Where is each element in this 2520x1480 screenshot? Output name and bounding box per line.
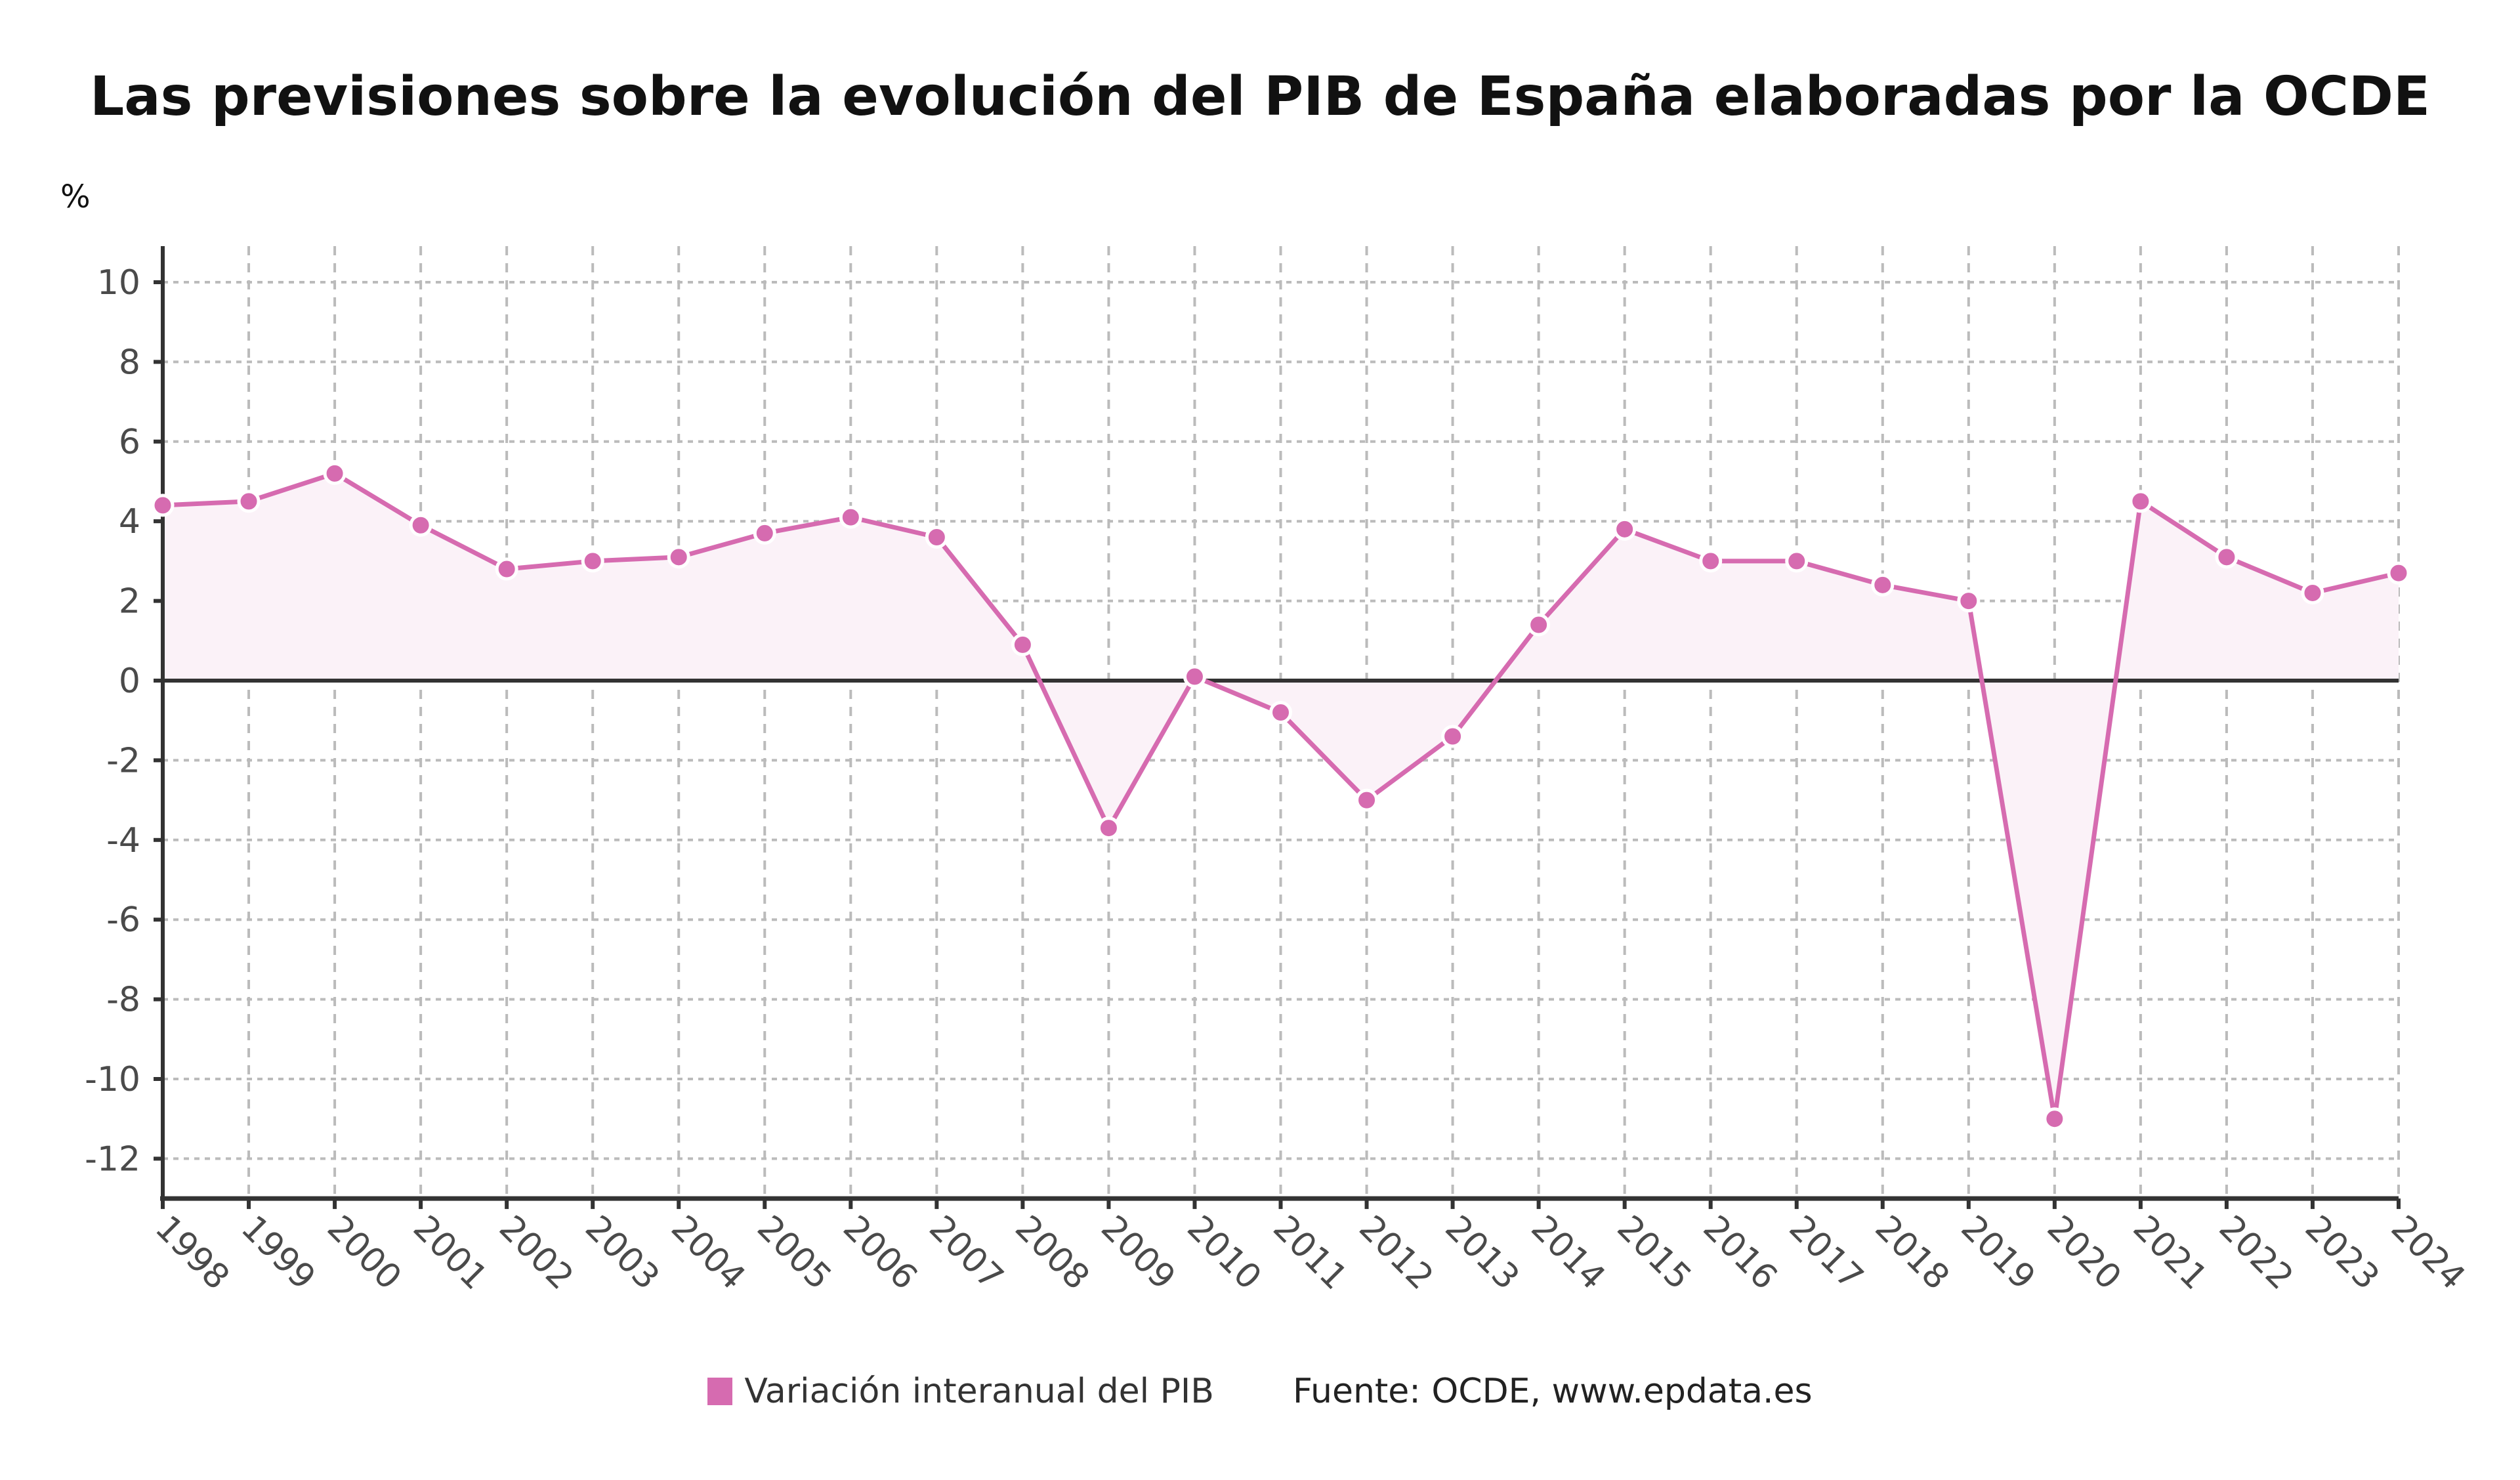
y-tick-label: -2 — [106, 741, 140, 780]
data-point — [1097, 816, 1120, 840]
y-tick-label: 2 — [119, 582, 140, 622]
x-tick-label: 2008 — [1007, 1208, 1097, 1298]
data-point — [151, 494, 175, 517]
x-tick-label: 2016 — [1696, 1208, 1785, 1298]
data-point — [925, 525, 948, 549]
x-tick-label: 2018 — [1868, 1208, 1957, 1298]
data-point — [1355, 788, 1379, 812]
y-tick-label: 6 — [119, 423, 140, 462]
data-point — [2129, 490, 2152, 513]
data-point — [1011, 633, 1034, 656]
data-point — [323, 461, 346, 485]
x-tick-label: 2000 — [320, 1208, 409, 1298]
data-point — [1957, 589, 1981, 613]
x-tick-label: 2021 — [2126, 1208, 2215, 1298]
y-tick-label: 0 — [119, 662, 140, 701]
y-tick-label: -12 — [85, 1139, 140, 1179]
data-point — [1441, 725, 1465, 748]
data-point — [1527, 613, 1551, 637]
chart-title: Las previsiones sobre la evolución del P… — [90, 66, 2430, 128]
legend-label: Variación interanual del PIB — [744, 1372, 1214, 1411]
x-tick-label: 2010 — [1179, 1208, 1269, 1298]
x-tick-label: 2024 — [2384, 1208, 2473, 1298]
x-tick-label: 2012 — [1351, 1208, 1440, 1298]
data-point — [2387, 561, 2410, 585]
source-note: Fuente: OCDE, www.epdata.es — [1292, 1372, 1813, 1411]
x-tick-label: 2019 — [1954, 1208, 2043, 1298]
x-tick-label: 2020 — [2040, 1208, 2129, 1298]
data-point — [2215, 545, 2238, 569]
data-point — [667, 545, 690, 569]
x-tick-label: 2002 — [492, 1208, 581, 1298]
data-point — [1183, 665, 1206, 688]
data-point — [581, 549, 604, 573]
x-tick-label: 2015 — [1609, 1208, 1698, 1298]
x-tick-label: 2011 — [1265, 1208, 1354, 1298]
x-tick-label: 2004 — [663, 1208, 753, 1298]
data-point — [1785, 549, 1809, 573]
data-point — [2301, 581, 2324, 604]
data-point — [495, 557, 518, 581]
data-point — [2043, 1107, 2067, 1131]
x-tick-labels: 1998199920002001200220032004200520062007… — [148, 1208, 2473, 1298]
data-point — [839, 505, 862, 529]
x-tick-label: 2003 — [578, 1208, 667, 1298]
y-tick-label: -6 — [106, 900, 140, 940]
data-point — [753, 521, 776, 545]
x-tick-label: 1999 — [234, 1208, 323, 1298]
y-tick-labels: 10 8 6 4 2 0 -2 -4 -6 -8 -10 -12 — [85, 263, 140, 1179]
x-tick-label: 2014 — [1523, 1208, 1612, 1298]
y-axis-unit-label: % — [60, 179, 91, 215]
legend-swatch — [707, 1378, 733, 1405]
x-tick-label: 2006 — [835, 1208, 925, 1298]
data-points — [151, 461, 2410, 1131]
x-tick-label: 2023 — [2298, 1208, 2387, 1298]
data-point — [237, 490, 261, 513]
x-tick-label: 2013 — [1437, 1208, 1526, 1298]
x-tick-label: 2001 — [406, 1208, 495, 1298]
x-tick-label: 2005 — [749, 1208, 839, 1298]
data-point — [409, 513, 432, 537]
x-tick-label: 2007 — [921, 1208, 1011, 1298]
data-point — [1613, 517, 1637, 541]
data-point — [1871, 573, 1895, 597]
y-tick-label: -8 — [106, 981, 140, 1020]
y-tick-label: 8 — [119, 343, 140, 382]
y-tick-label: -10 — [85, 1060, 140, 1099]
y-tick-label: 4 — [119, 502, 140, 541]
x-tick-label: 2022 — [2212, 1208, 2301, 1298]
y-tick-label: -4 — [106, 821, 140, 860]
data-point — [1269, 701, 1292, 725]
x-tick-label: 1998 — [148, 1208, 237, 1298]
x-tick-label: 2017 — [1782, 1208, 1871, 1298]
axes — [154, 246, 2401, 1210]
legend: Variación interanual del PIB Fuente: OCD… — [0, 1372, 2520, 1411]
x-tick-label: 2009 — [1093, 1208, 1183, 1298]
area-fill — [163, 473, 2399, 1119]
y-tick-label: 10 — [97, 263, 140, 303]
data-point — [1699, 549, 1723, 573]
